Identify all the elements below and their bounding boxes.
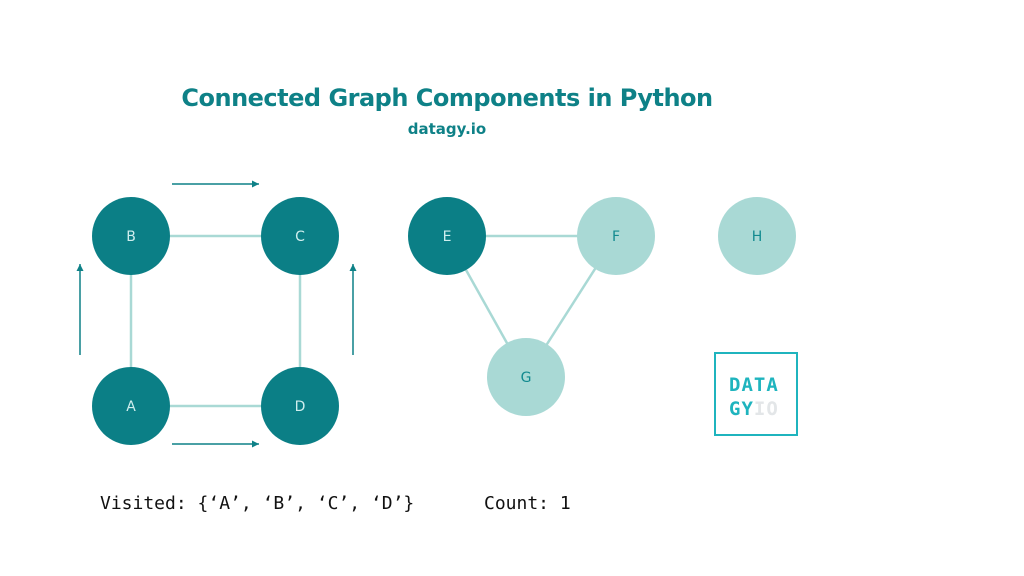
traversal-arrows-layer bbox=[76, 180, 357, 448]
node-f: F bbox=[577, 197, 655, 275]
logo-line-2: GYIO bbox=[729, 398, 779, 420]
logo-gy-text: GY bbox=[729, 398, 754, 420]
page-subtitle: datagy.io bbox=[407, 120, 487, 138]
node-circle bbox=[408, 197, 486, 275]
node-label: B bbox=[126, 229, 136, 245]
traversal-arrow-b-c bbox=[172, 180, 259, 188]
datagy-logo: DATA GYIO bbox=[714, 352, 798, 436]
nodes-layer: A B C D E F G H bbox=[92, 197, 796, 445]
node-circle bbox=[487, 338, 565, 416]
node-label: F bbox=[612, 229, 620, 245]
node-a: A bbox=[92, 367, 170, 445]
node-label: G bbox=[521, 370, 532, 386]
traversal-arrow-a-b bbox=[76, 264, 84, 355]
node-label: D bbox=[295, 399, 306, 415]
node-label: H bbox=[752, 229, 763, 245]
logo-io-text: IO bbox=[753, 398, 779, 420]
count-text: Count: 1 bbox=[484, 493, 571, 514]
node-d: D bbox=[261, 367, 339, 445]
node-circle bbox=[261, 197, 339, 275]
node-circle bbox=[718, 197, 796, 275]
node-h: H bbox=[718, 197, 796, 275]
node-circle bbox=[92, 367, 170, 445]
logo-line-1: DATA bbox=[729, 374, 779, 396]
node-label: C bbox=[295, 229, 305, 245]
node-e: E bbox=[408, 197, 486, 275]
page-title: Connected Graph Components in Python bbox=[181, 84, 713, 112]
node-circle bbox=[92, 197, 170, 275]
node-circle bbox=[261, 367, 339, 445]
node-label: A bbox=[126, 399, 136, 415]
node-circle bbox=[577, 197, 655, 275]
node-label: E bbox=[443, 229, 452, 245]
visited-set-text: Visited: {‘A’, ‘B’, ‘C’, ‘D’} bbox=[100, 493, 415, 514]
node-g: G bbox=[487, 338, 565, 416]
traversal-arrow-a-d bbox=[172, 440, 259, 448]
node-c: C bbox=[261, 197, 339, 275]
traversal-arrow-c-d bbox=[349, 264, 357, 355]
node-b: B bbox=[92, 197, 170, 275]
